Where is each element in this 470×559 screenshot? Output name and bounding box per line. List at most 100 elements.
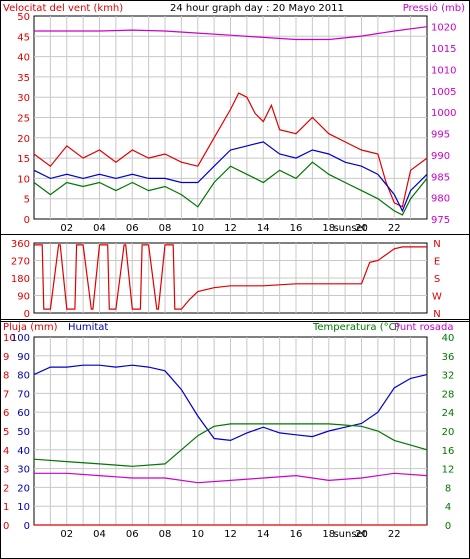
temperature-label: Temperatura (°C) bbox=[312, 322, 400, 333]
pressure-tick: 1000 bbox=[431, 108, 456, 119]
pressure-tick: 1020 bbox=[431, 23, 456, 34]
dewpoint-label: Punt rosada bbox=[394, 322, 453, 333]
rain-tick: 9 bbox=[3, 352, 9, 363]
wind-speed-tick: 35 bbox=[17, 73, 30, 84]
direction-tick: 360 bbox=[11, 239, 30, 250]
x-tick-label: 08 bbox=[159, 529, 172, 540]
x-tick-label: 10 bbox=[191, 529, 204, 540]
humidity-tick: 0 bbox=[24, 521, 30, 532]
x-tick-label: 02 bbox=[60, 223, 73, 234]
humidity-label: Humitat bbox=[68, 322, 108, 333]
series-velocitat-mitjana bbox=[33, 141, 428, 213]
series-temperatura bbox=[33, 423, 428, 467]
series-lines bbox=[33, 26, 428, 526]
compass-label: S bbox=[434, 274, 440, 285]
pressure-tick: 975 bbox=[431, 215, 450, 226]
temperature-tick: 12 bbox=[442, 465, 455, 476]
humidity-tick: 70 bbox=[17, 389, 30, 400]
direction-tick: 90 bbox=[17, 292, 30, 303]
x-tick-label: 14 bbox=[257, 223, 270, 234]
pressure-tick: 995 bbox=[431, 130, 450, 141]
x-tick-label: sunset bbox=[333, 223, 366, 234]
series-pressi- bbox=[34, 26, 428, 41]
rain-tick: 8 bbox=[3, 371, 9, 382]
x-tick-label: 10 bbox=[191, 223, 204, 234]
temperature-tick: 8 bbox=[445, 483, 451, 494]
temperature-tick: 20 bbox=[442, 427, 455, 438]
compass-label: W bbox=[432, 292, 442, 303]
pressure-tick: 1015 bbox=[431, 44, 456, 55]
x-tick-label: 04 bbox=[93, 223, 106, 234]
series-humitat bbox=[33, 364, 428, 442]
series-punt-rosada bbox=[34, 472, 428, 484]
rain-tick: 5 bbox=[3, 427, 9, 438]
x-tick-label: 04 bbox=[93, 529, 106, 540]
wind-speed-tick: 45 bbox=[17, 32, 30, 43]
temperature-tick: 4 bbox=[445, 502, 451, 513]
x-tick-label: 08 bbox=[159, 223, 172, 234]
x-tick-label: 12 bbox=[224, 223, 237, 234]
series-direction bbox=[34, 244, 427, 310]
wind-speed-tick: 20 bbox=[17, 134, 30, 145]
compass-label: N bbox=[433, 309, 440, 320]
rain-tick: 7 bbox=[3, 389, 9, 400]
wind-speed-tick: 5 bbox=[24, 195, 30, 206]
series-velocitat bbox=[33, 161, 428, 216]
graph-title: 24 hour graph day : 20 Mayo 2011 bbox=[170, 3, 344, 14]
rain-tick: 10 bbox=[3, 333, 16, 344]
wind-speed-tick: 40 bbox=[17, 53, 30, 64]
rain-tick: 6 bbox=[3, 408, 9, 419]
pressure-tick: 1010 bbox=[431, 65, 456, 76]
rain-tick: 3 bbox=[3, 465, 9, 476]
series-r-fega bbox=[33, 92, 428, 208]
temperature-tick: 24 bbox=[442, 408, 455, 419]
temperature-tick: 28 bbox=[442, 389, 455, 400]
wind-speed-label: Velocitat del vent (kmh) bbox=[3, 3, 123, 14]
rain-label: Pluja (mm) bbox=[3, 322, 58, 333]
grid-lines bbox=[34, 16, 427, 525]
compass-label: N bbox=[433, 239, 440, 250]
pressure-label: Pressió (mb) bbox=[403, 2, 465, 14]
pressure-tick: 985 bbox=[431, 172, 450, 183]
temperature-tick: 40 bbox=[442, 333, 455, 344]
pressure-tick: 980 bbox=[431, 194, 450, 205]
temperature-tick: 36 bbox=[442, 352, 455, 363]
humidity-tick: 80 bbox=[17, 371, 30, 382]
wind-speed-tick: 10 bbox=[17, 174, 30, 185]
wind-speed-tick: 30 bbox=[17, 93, 30, 104]
x-tick-label: 02 bbox=[60, 529, 73, 540]
x-tick-label: 14 bbox=[257, 529, 270, 540]
x-tick-label: sunset bbox=[333, 529, 366, 540]
x-tick-label: 06 bbox=[126, 223, 139, 234]
compass-label: E bbox=[434, 257, 440, 268]
humidity-tick: 30 bbox=[17, 465, 30, 476]
temperature-tick: 0 bbox=[445, 521, 451, 532]
x-tick-label: 16 bbox=[290, 529, 303, 540]
wind-speed-tick: 50 bbox=[17, 12, 30, 23]
temperature-tick: 32 bbox=[442, 371, 455, 382]
x-tick-label: 22 bbox=[388, 223, 401, 234]
tick-labels: 0510152025303540455097598098599099510001… bbox=[3, 12, 456, 540]
wind-speed-tick: 15 bbox=[17, 154, 30, 165]
x-tick-label: 18 bbox=[322, 223, 335, 234]
humidity-tick: 50 bbox=[17, 427, 30, 438]
direction-tick: 270 bbox=[11, 257, 30, 268]
pressure-tick: 990 bbox=[431, 151, 450, 162]
rain-tick: 4 bbox=[3, 446, 9, 457]
direction-tick: 0 bbox=[24, 309, 30, 320]
humidity-tick: 20 bbox=[17, 483, 30, 494]
x-tick-label: 20 bbox=[355, 223, 368, 234]
x-tick-label: 16 bbox=[290, 223, 303, 234]
humidity-tick: 100 bbox=[11, 333, 30, 344]
rain-tick: 2 bbox=[3, 483, 9, 494]
humidity-tick: 10 bbox=[17, 502, 30, 513]
direction-tick: 180 bbox=[11, 274, 30, 285]
x-tick-label: 18 bbox=[322, 529, 335, 540]
rain-tick: 1 bbox=[3, 502, 9, 513]
pressure-tick: 1005 bbox=[431, 87, 456, 98]
humidity-tick: 90 bbox=[17, 352, 30, 363]
wind-speed-tick: 25 bbox=[17, 114, 30, 125]
x-tick-label: 22 bbox=[388, 529, 401, 540]
